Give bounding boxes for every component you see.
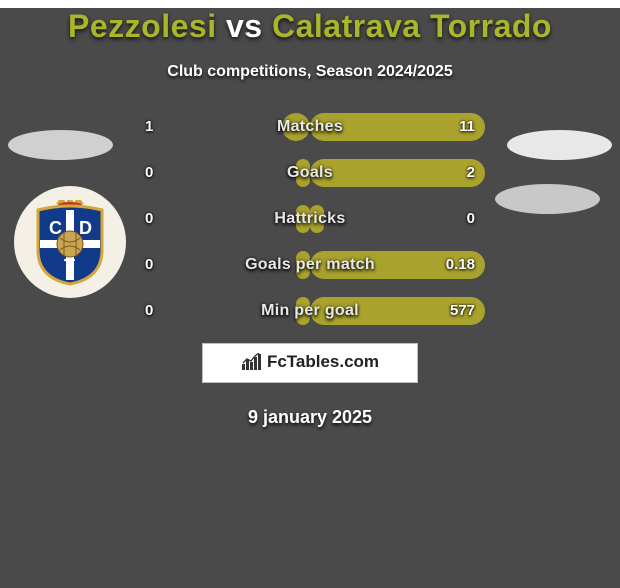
vs-text: vs: [226, 8, 263, 44]
stat-label: Matches: [135, 113, 485, 141]
subtitle: Club competitions, Season 2024/2025: [0, 63, 620, 81]
player1-name: Pezzolesi: [68, 8, 217, 44]
stats-container: 111Matches 02Goals 00Hattricks 00.18Goals p…: [0, 113, 620, 325]
stat-row-goals-per-match: 00.18Goals per match: [135, 251, 485, 279]
fctables-logo-box: FcTables.com: [202, 343, 418, 383]
date-text: 9 january 2025: [0, 407, 620, 428]
logo-text-bold: FcTables: [267, 352, 339, 371]
stat-label: Hattricks: [135, 205, 485, 233]
page-title: Pezzolesi vs Calatrava Torrado: [0, 8, 620, 45]
player2-name: Calatrava Torrado: [272, 8, 552, 44]
logo-text-domain: .com: [339, 352, 379, 371]
stat-label: Goals per match: [135, 251, 485, 279]
stat-row-matches: 111Matches: [135, 113, 485, 141]
stat-row-goals: 02Goals: [135, 159, 485, 187]
stat-row-min-per-goal: 0577Min per goal: [135, 297, 485, 325]
stat-row-hattricks: 00Hattricks: [135, 205, 485, 233]
bars-icon: [241, 353, 263, 371]
logo-text: FcTables.com: [267, 352, 379, 372]
stat-label: Goals: [135, 159, 485, 187]
stat-label: Min per goal: [135, 297, 485, 325]
